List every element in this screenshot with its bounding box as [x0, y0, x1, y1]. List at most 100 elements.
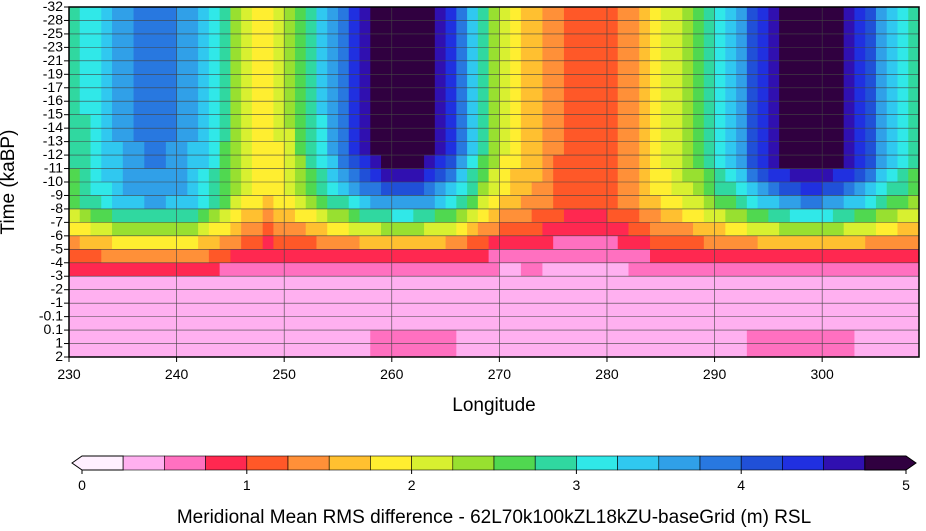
heatmap-cell: [79, 20, 92, 35]
heatmap-cell: [467, 208, 479, 223]
heatmap-cell: [703, 195, 716, 210]
colorbar-swatch: [823, 455, 866, 471]
heatmap-cell: [359, 316, 371, 331]
heatmap-cell: [445, 303, 457, 318]
heatmap-cell: [305, 141, 317, 156]
colorbar-swatch: [534, 455, 577, 471]
heatmap-cell: [736, 7, 748, 21]
heatmap-cell: [208, 47, 221, 62]
heatmap-cell: [628, 155, 640, 170]
heatmap-cell: [617, 7, 629, 21]
heatmap-cell: [757, 128, 769, 143]
y-tick-label: -25: [43, 25, 63, 41]
heatmap-cell: [467, 141, 479, 156]
heatmap-cell: [241, 60, 253, 75]
heatmap-cell: [800, 182, 812, 196]
heatmap-cell: [413, 330, 425, 345]
heatmap-cell: [779, 155, 791, 170]
heatmap-cell: [725, 276, 737, 291]
heatmap-cell: [381, 87, 393, 102]
heatmap-cell: [219, 222, 231, 237]
heatmap-cell: [69, 222, 81, 237]
heatmap-cell: [327, 343, 339, 358]
heatmap-cell: [424, 101, 436, 116]
colorbar-swatch: [71, 455, 124, 471]
heatmap-cell: [262, 87, 274, 102]
heatmap-cell: [208, 316, 221, 331]
heatmap-cell: [822, 316, 834, 331]
heatmap-cell: [262, 276, 274, 291]
heatmap-cell: [273, 235, 285, 250]
heatmap-cell: [897, 128, 909, 143]
heatmap-cell: [165, 74, 178, 89]
heatmap-cell: [69, 141, 81, 156]
heatmap-cell: [165, 60, 178, 75]
heatmap-cell: [832, 33, 845, 48]
heatmap-cell: [682, 7, 694, 21]
heatmap-cell: [467, 114, 479, 129]
heatmap-cell: [251, 235, 264, 250]
heatmap-cell: [294, 33, 307, 48]
heatmap-cell: [456, 208, 468, 223]
heatmap-cell: [262, 101, 274, 116]
heatmap-cell: [542, 128, 554, 143]
heatmap-cell: [725, 343, 737, 358]
heatmap-cell: [822, 303, 834, 318]
heatmap-cell: [908, 235, 920, 250]
heatmap-cell: [693, 20, 705, 35]
heatmap-cell: [789, 74, 802, 89]
heatmap-cell: [241, 101, 253, 116]
heatmap-cell: [800, 20, 812, 35]
heatmap-cell: [262, 208, 274, 223]
heatmap-cell: [101, 249, 113, 264]
heatmap-cell: [294, 20, 307, 35]
heatmap-cell: [757, 303, 769, 318]
heatmap-cell: [112, 101, 124, 116]
heatmap-cell: [456, 74, 468, 89]
heatmap-cell: [617, 289, 629, 304]
heatmap-cell: [725, 316, 737, 331]
heatmap-cell: [467, 182, 479, 196]
heatmap-cell: [606, 195, 619, 210]
heatmap-cell: [434, 262, 447, 277]
heatmap-cell: [736, 168, 748, 183]
heatmap-cell: [822, 168, 834, 183]
heatmap-cell: [542, 222, 554, 237]
heatmap-cell: [725, 60, 737, 75]
heatmap-cell: [682, 222, 694, 237]
heatmap-cell: [693, 155, 705, 170]
heatmap-cell: [854, 289, 866, 304]
y-tick-label: -12: [43, 146, 63, 162]
heatmap-cell: [606, 168, 619, 183]
heatmap-cell: [800, 303, 812, 318]
heatmap-cell: [251, 343, 264, 358]
heatmap-cell: [413, 195, 425, 210]
y-tick-label: -19: [43, 65, 63, 81]
heatmap-cell: [789, 168, 802, 183]
heatmap-cell: [101, 47, 113, 62]
heatmap-cell: [811, 222, 823, 237]
heatmap-cell: [585, 208, 597, 223]
heatmap-cell: [542, 303, 554, 318]
heatmap-cell: [359, 208, 371, 223]
heatmap-cell: [101, 87, 113, 102]
heatmap-cell: [886, 33, 898, 48]
heatmap-cell: [69, 168, 81, 183]
heatmap-cell: [639, 60, 651, 75]
heatmap-cell: [725, 195, 737, 210]
heatmap-cell: [779, 74, 791, 89]
heatmap-cell: [90, 101, 102, 116]
heatmap-cell: [628, 47, 640, 62]
heatmap-cell: [779, 262, 791, 277]
heatmap-cell: [875, 60, 888, 75]
heatmap-cell: [585, 141, 597, 156]
heatmap-cell: [230, 276, 242, 291]
heatmap-cell: [746, 343, 759, 358]
heatmap-cell: [832, 222, 845, 237]
heatmap-cell: [897, 208, 909, 223]
heatmap-cell: [144, 195, 156, 210]
heatmap-cell: [284, 222, 296, 237]
heatmap-cell: [122, 128, 135, 143]
heatmap-cell: [553, 262, 565, 277]
heatmap-cell: [165, 276, 178, 291]
